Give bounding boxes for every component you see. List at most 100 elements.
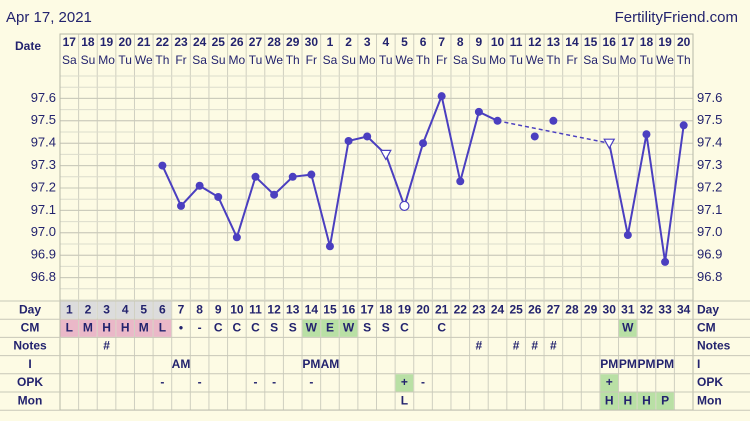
day-cell: 3 bbox=[103, 302, 110, 316]
day-cell: 11 bbox=[249, 302, 262, 316]
day-cell: 26 bbox=[528, 302, 542, 316]
chart-date: Apr 17, 2021 bbox=[6, 9, 92, 26]
weekday-label: Sa bbox=[583, 53, 598, 67]
temp-point bbox=[474, 107, 483, 116]
row-4-cell: H bbox=[624, 393, 633, 407]
day-cell-bg bbox=[60, 301, 79, 319]
y-tick-label-right: 97.1 bbox=[697, 202, 722, 217]
temp-point bbox=[363, 132, 372, 141]
row-4-label-right: Mon bbox=[697, 393, 722, 407]
day-cell: 5 bbox=[140, 302, 147, 316]
temp-point bbox=[379, 149, 392, 161]
row-0-cell: E bbox=[326, 320, 334, 334]
date-label: 29 bbox=[286, 35, 300, 49]
day-cell: 17 bbox=[361, 302, 375, 316]
y-tick-label-right: 97.5 bbox=[697, 112, 722, 127]
row-0-cell-bg bbox=[321, 319, 339, 337]
y-tick-label-right: 97.6 bbox=[697, 90, 722, 105]
day-cell: 27 bbox=[547, 302, 561, 316]
day-cell-bg bbox=[116, 301, 134, 319]
weekday-label: Sa bbox=[62, 53, 77, 67]
row-0-cell: W bbox=[306, 320, 318, 334]
temp-point bbox=[214, 192, 223, 201]
date-label: 23 bbox=[174, 35, 188, 49]
day-cell: 33 bbox=[658, 302, 672, 316]
weekday-label: Mo bbox=[359, 53, 376, 67]
row-0-cell: W bbox=[343, 320, 355, 334]
day-cell-bg bbox=[79, 301, 97, 319]
weekday-label: Mo bbox=[489, 53, 506, 67]
weekday-label: Fr bbox=[306, 53, 317, 67]
weekday-label: Th bbox=[155, 53, 169, 67]
day-cell: 13 bbox=[286, 302, 300, 316]
weekday-label: We bbox=[396, 53, 414, 67]
y-tick-label: 97.0 bbox=[31, 224, 56, 239]
row-2-cell: PM bbox=[656, 357, 674, 371]
temp-point bbox=[325, 242, 334, 251]
date-label: 17 bbox=[63, 35, 77, 49]
day-cell: 32 bbox=[640, 302, 654, 316]
row-4-cell-bg bbox=[656, 392, 674, 410]
date-label: 4 bbox=[382, 35, 389, 49]
row-4-cell-bg bbox=[619, 392, 637, 410]
weekday-label: Sa bbox=[453, 53, 468, 67]
row-4-cell: H bbox=[605, 393, 614, 407]
day-cell-bg bbox=[153, 301, 172, 319]
weekday-label: Tu bbox=[118, 53, 132, 67]
row-0-cell-bg bbox=[302, 319, 321, 337]
date-label: 25 bbox=[212, 35, 226, 49]
row-3-cell: + bbox=[606, 375, 613, 389]
weekday-label: Sa bbox=[192, 53, 207, 67]
date-label: 22 bbox=[156, 35, 170, 49]
excluded-point bbox=[549, 116, 558, 125]
temp-point bbox=[232, 233, 241, 242]
y-tick-label-right: 97.4 bbox=[697, 135, 722, 150]
date-label: 1 bbox=[327, 35, 334, 49]
temp-point bbox=[679, 121, 688, 130]
date-label: 10 bbox=[491, 35, 505, 49]
row-1-label-right: Notes bbox=[697, 339, 731, 353]
row-0-cell-bg bbox=[79, 319, 97, 337]
site-name: FertilityFriend.com bbox=[615, 9, 738, 26]
row-2-cell: PM bbox=[637, 357, 655, 371]
temp-point bbox=[642, 130, 651, 139]
row-3-cell: - bbox=[253, 375, 257, 389]
row-0-cell: W bbox=[622, 320, 634, 334]
weekday-label: Mo bbox=[620, 53, 637, 67]
day-cell: 25 bbox=[509, 302, 523, 316]
y-tick-label: 97.3 bbox=[31, 157, 56, 172]
row-0-label-right: CM bbox=[697, 320, 716, 334]
row-0-cell-bg bbox=[153, 319, 172, 337]
y-tick-label-right: 97.0 bbox=[697, 224, 722, 239]
y-tick-label: 97.5 bbox=[31, 112, 56, 127]
date-label: 28 bbox=[267, 35, 281, 49]
date-label: Date bbox=[15, 39, 41, 53]
date-label: 21 bbox=[137, 35, 151, 49]
row-2-cell: AM bbox=[172, 357, 191, 371]
row-0-cell: • bbox=[179, 320, 183, 334]
day-cell-bg bbox=[97, 301, 116, 319]
temp-point bbox=[661, 257, 670, 266]
weekday-label: We bbox=[265, 53, 283, 67]
row-0-cell-bg bbox=[116, 319, 134, 337]
row-4-cell-bg bbox=[637, 392, 656, 410]
day-cell: 1 bbox=[66, 302, 73, 316]
row-1-cell: # bbox=[513, 339, 520, 353]
date-label: 24 bbox=[193, 35, 207, 49]
date-label: 3 bbox=[364, 35, 371, 49]
day-cell: 16 bbox=[342, 302, 356, 316]
date-label: 17 bbox=[621, 35, 635, 49]
y-tick-label-right: 97.3 bbox=[697, 157, 722, 172]
row-3-cell: - bbox=[309, 375, 313, 389]
row-2-cell: AM bbox=[321, 357, 340, 371]
temp-point bbox=[493, 116, 502, 125]
row-4-cell: P bbox=[661, 393, 669, 407]
y-tick-label-right: 96.9 bbox=[697, 247, 722, 262]
date-label: 5 bbox=[401, 35, 408, 49]
weekday-label: Fr bbox=[566, 53, 577, 67]
day-cell: 6 bbox=[159, 302, 166, 316]
row-4-cell: H bbox=[642, 393, 651, 407]
day-cell: 10 bbox=[230, 302, 244, 316]
